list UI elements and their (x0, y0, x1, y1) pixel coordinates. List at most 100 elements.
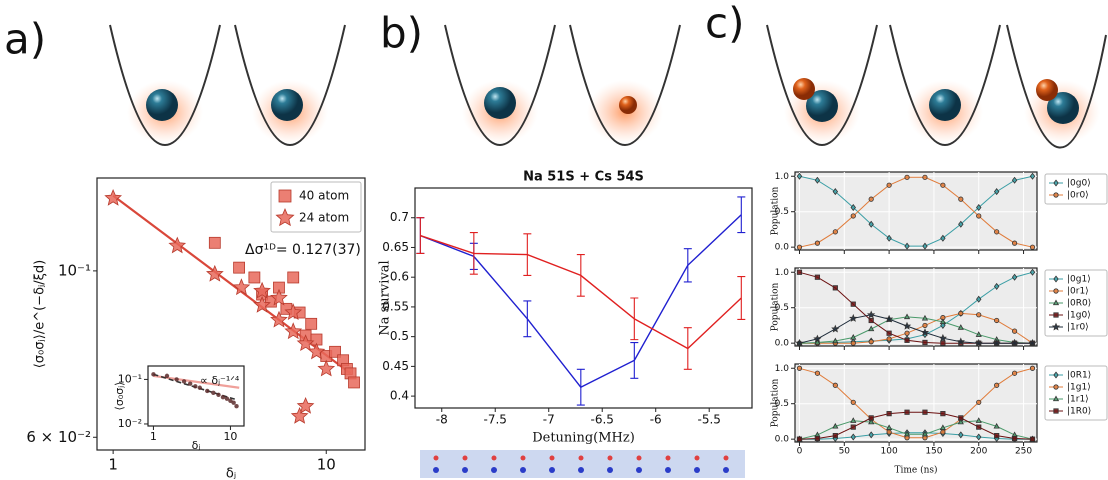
legend-box (1044, 173, 1108, 205)
marker (1053, 192, 1059, 198)
marker (904, 330, 910, 336)
marker (1051, 322, 1061, 331)
marker (795, 338, 804, 347)
marker (832, 337, 839, 344)
marker (284, 303, 303, 321)
y-tick-label: 0.55 (382, 299, 409, 313)
marker (1053, 288, 1059, 294)
x-axis-label: δⱼ (226, 467, 236, 480)
marker (208, 236, 221, 249)
marker (796, 269, 803, 275)
marker (174, 377, 179, 382)
marker (886, 429, 892, 435)
marker (958, 431, 964, 439)
marker (329, 345, 341, 358)
marker (813, 334, 822, 343)
series-line (799, 420, 1033, 440)
marker (270, 288, 288, 306)
marker (938, 333, 947, 342)
error-bar (683, 248, 692, 283)
series-line (799, 314, 1033, 344)
legend-label: |0r1⟩ (1067, 287, 1089, 297)
marker (287, 271, 300, 284)
series-line (799, 432, 1033, 440)
marker (832, 422, 839, 429)
marker (850, 203, 856, 211)
error-bar (630, 297, 639, 341)
marker (1053, 179, 1059, 187)
marker (868, 431, 874, 439)
marker (976, 213, 982, 219)
marker (1028, 338, 1037, 347)
chart: 0.0 0.5 1.0 Population |0g0⟩ |0r0⟩ (771, 171, 1108, 254)
marker (886, 424, 893, 430)
marker (850, 334, 857, 340)
marker (940, 340, 946, 346)
marker (228, 398, 233, 404)
y-tick-label: 10⁻¹ (118, 372, 142, 385)
marker (868, 325, 875, 332)
marker (850, 424, 856, 430)
marker (868, 220, 874, 228)
marker (958, 415, 964, 421)
marker (1011, 240, 1018, 246)
marker (248, 271, 261, 284)
marker (958, 196, 964, 202)
marker (993, 422, 1000, 429)
marker (940, 234, 946, 242)
marker (868, 317, 874, 324)
error-bar (630, 342, 639, 379)
series-line (799, 271, 1033, 344)
marker (796, 172, 803, 180)
marker (348, 376, 360, 389)
marker (886, 336, 892, 342)
marker (211, 390, 216, 396)
x-tick-label: 1 (108, 456, 118, 474)
y-axis-label: Na survival (378, 260, 393, 335)
marker (868, 415, 874, 421)
marker (976, 203, 982, 211)
marker (187, 381, 193, 386)
marker (994, 317, 1000, 324)
marker (956, 337, 966, 346)
marker (920, 328, 930, 337)
plot-area (794, 363, 1038, 443)
marker (151, 372, 156, 377)
marker (939, 318, 946, 325)
marker (832, 229, 838, 235)
marker (814, 435, 821, 442)
legend-label: |1r1⟩ (1067, 395, 1089, 405)
marker (976, 399, 982, 405)
marker (278, 189, 292, 203)
x-tick-label: -8 (436, 413, 448, 427)
marker (216, 392, 221, 398)
marker (814, 338, 821, 345)
marker (922, 339, 928, 346)
panel-label: a) (4, 15, 46, 64)
error-bar (737, 196, 746, 234)
marker (850, 417, 857, 423)
y-tick-label: 0.0 (775, 435, 790, 445)
marker (976, 295, 982, 303)
illustrations (109, 24, 1107, 478)
y-tick-label: 0.0 (775, 339, 790, 349)
marker (994, 433, 1000, 439)
marker (1052, 299, 1060, 306)
marker (1011, 370, 1018, 376)
marker (922, 409, 928, 415)
marker (832, 382, 838, 388)
marker (994, 229, 1000, 235)
y-tick-label: 0.7 (390, 210, 409, 224)
marker (1053, 371, 1059, 379)
marker (886, 330, 892, 336)
x-tick-label: -7 (543, 413, 555, 427)
y-tick-label: 0.0 (775, 243, 790, 253)
marker (205, 388, 210, 394)
marker (290, 406, 309, 424)
legend-box (270, 181, 362, 233)
legend-label: |0r0⟩ (1067, 191, 1089, 201)
x-tick-label: 50 (839, 447, 851, 457)
marker (904, 409, 910, 415)
y-axis-label: ⟨σ₀σⱼ⟩ (113, 382, 126, 411)
